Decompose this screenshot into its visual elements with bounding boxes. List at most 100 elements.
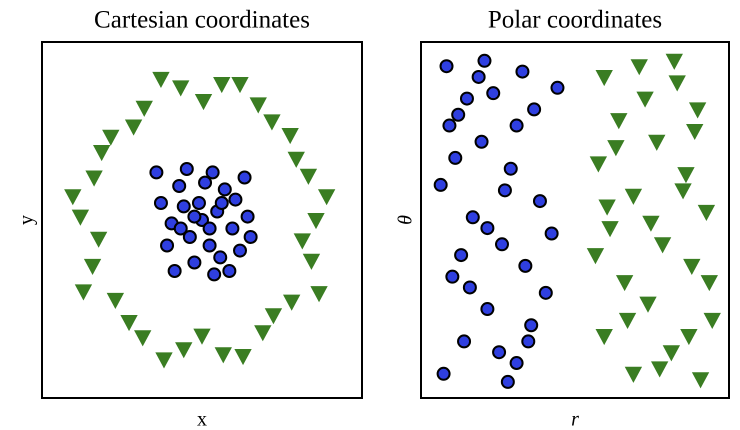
point: [442, 118, 457, 133]
chart-title: Cartesian coordinates: [94, 7, 310, 34]
point: [149, 165, 164, 180]
point: [234, 349, 252, 366]
point: [124, 119, 143, 136]
point: [175, 342, 193, 359]
point: [176, 199, 191, 214]
point: [486, 86, 501, 101]
point: [317, 189, 336, 206]
point: [532, 194, 547, 209]
point: [213, 250, 228, 265]
point: [586, 248, 605, 265]
point: [231, 77, 249, 94]
point: [307, 213, 325, 230]
point: [471, 69, 486, 84]
point: [302, 253, 321, 270]
point: [518, 258, 533, 273]
point: [89, 231, 108, 248]
point: [243, 230, 258, 244]
point: [615, 275, 634, 292]
point: [135, 100, 153, 117]
point: [287, 151, 305, 168]
point: [500, 374, 515, 389]
point: [527, 102, 542, 117]
point: [686, 123, 704, 141]
point: [207, 267, 222, 282]
point: [515, 64, 530, 79]
point: [214, 196, 229, 210]
point: [688, 102, 707, 119]
point: [202, 221, 217, 236]
point: [457, 334, 472, 349]
point: [509, 356, 524, 371]
point: [240, 209, 255, 224]
point: [213, 77, 231, 94]
point: [480, 302, 495, 317]
point: [152, 71, 170, 89]
point: [668, 75, 686, 92]
point: [538, 285, 553, 300]
point: [630, 59, 648, 76]
point: [474, 134, 489, 149]
point: [205, 165, 220, 180]
point: [160, 238, 175, 253]
point: [120, 315, 138, 332]
point: [299, 168, 318, 185]
chart-title: Polar coordinates: [488, 7, 662, 34]
point: [691, 372, 710, 389]
point: [83, 258, 102, 276]
point: [451, 107, 466, 122]
point: [237, 170, 252, 185]
point: [683, 258, 701, 275]
point: [445, 269, 460, 284]
point: [524, 318, 539, 333]
point: [193, 328, 211, 345]
y-axis-label: y: [16, 215, 38, 225]
point: [187, 255, 202, 270]
point: [700, 275, 718, 292]
point: [249, 97, 267, 114]
plot-frame: [41, 41, 363, 399]
x-axis-label: r: [571, 409, 579, 430]
point: [93, 145, 111, 162]
point: [71, 209, 90, 226]
point: [222, 264, 237, 278]
point: [202, 238, 217, 253]
point: [179, 162, 194, 176]
point: [263, 114, 281, 131]
point: [448, 150, 463, 165]
point: [228, 192, 243, 207]
point: [465, 210, 480, 225]
point: [636, 91, 654, 108]
point: [495, 237, 509, 252]
x-axis-label: x: [197, 409, 207, 430]
point: [610, 113, 628, 130]
point: [503, 161, 518, 176]
point: [607, 140, 625, 157]
point: [703, 312, 721, 329]
point: [544, 226, 559, 241]
point: [153, 196, 168, 210]
point: [74, 284, 93, 301]
point: [198, 175, 213, 190]
point: [601, 221, 619, 238]
point: [264, 308, 283, 325]
point: [653, 237, 672, 254]
point: [651, 361, 669, 378]
point: [172, 179, 187, 193]
point: [254, 325, 272, 342]
point: [624, 188, 643, 205]
point: [477, 53, 492, 68]
point: [480, 221, 495, 236]
point: [191, 196, 206, 210]
point: [293, 233, 311, 250]
point: [167, 264, 182, 278]
point: [439, 59, 454, 74]
point: [454, 248, 469, 263]
point: [106, 292, 125, 310]
point: [173, 221, 188, 236]
point: [642, 215, 660, 232]
point: [182, 230, 197, 244]
point: [217, 182, 232, 197]
point: [624, 366, 643, 383]
